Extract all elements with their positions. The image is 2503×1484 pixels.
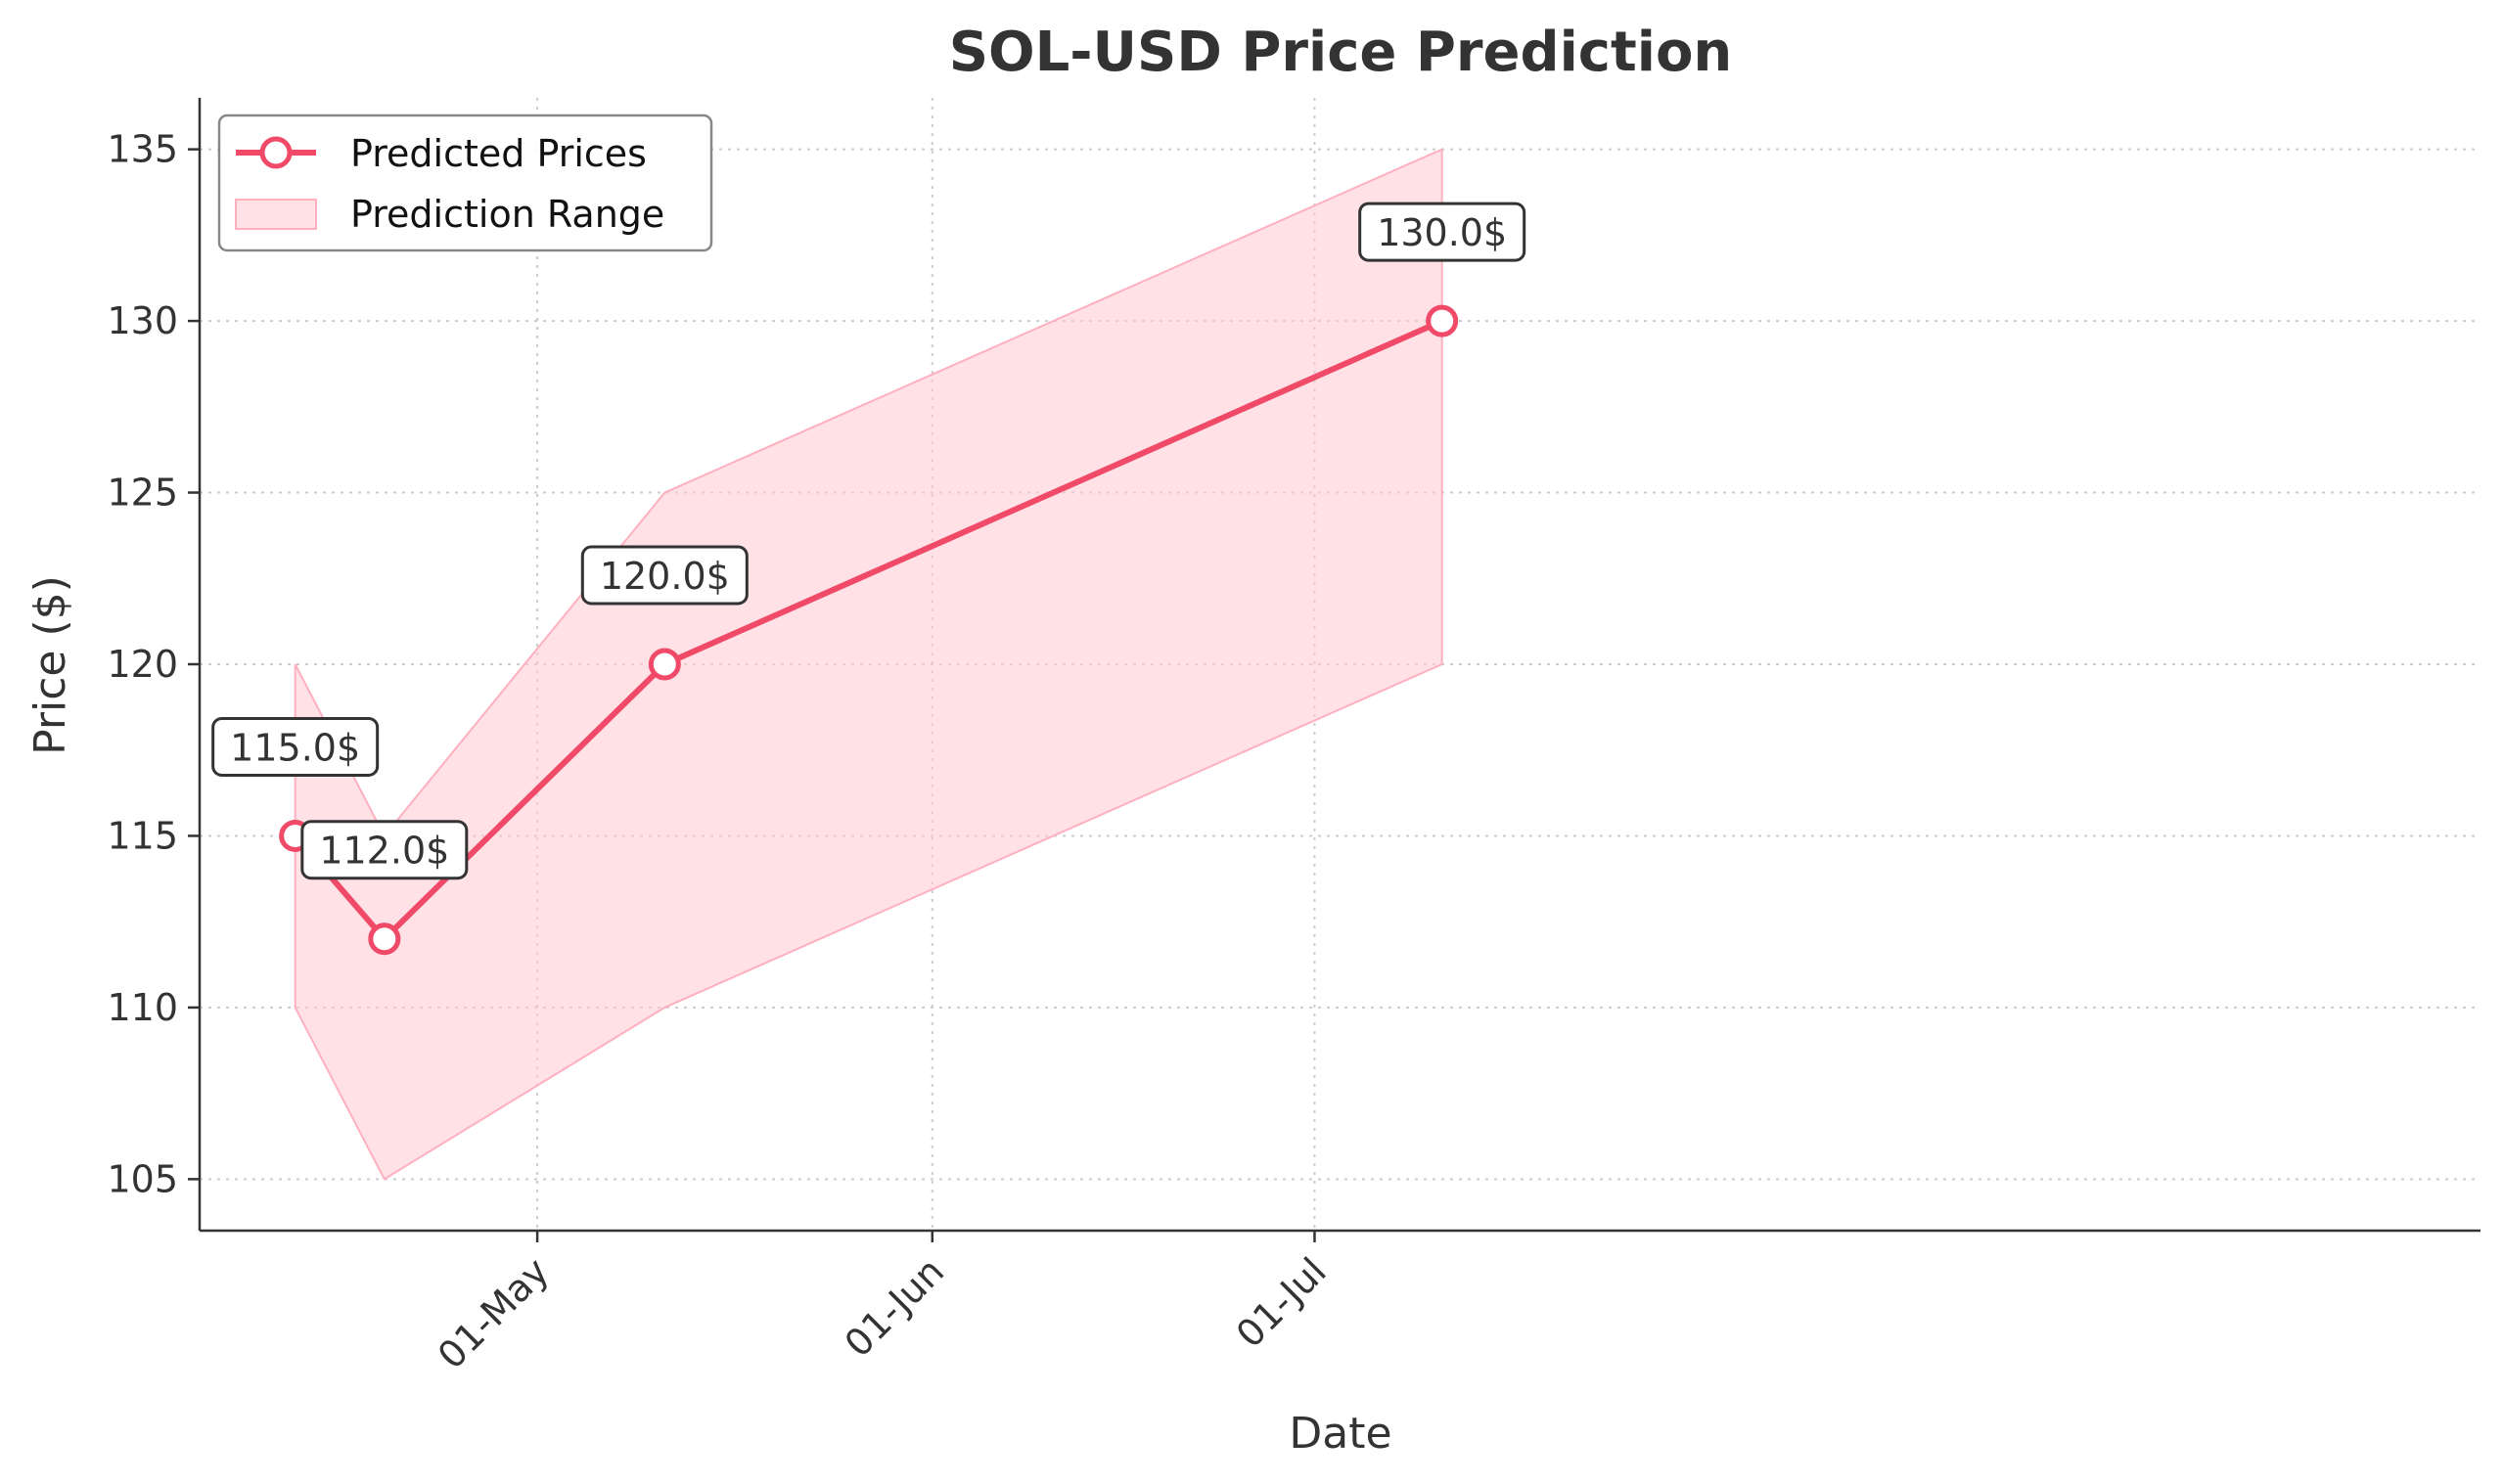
legend-marker-swatch	[259, 136, 293, 169]
data-label-1: 112.0$	[300, 820, 469, 880]
y-tick-label-120: 120	[107, 643, 178, 686]
data-label-text-2: 120.0$	[600, 555, 730, 598]
data-label-text-3: 130.0$	[1377, 211, 1507, 254]
data-label-text-1: 112.0$	[319, 830, 449, 873]
y-axis-label: Price ($)	[25, 575, 75, 755]
y-tick-label-135: 135	[107, 128, 178, 171]
data-label-box-1	[300, 820, 469, 880]
predicted-prices-line	[293, 318, 1443, 942]
chart-title: SOL-USD Price Prediction	[949, 21, 1733, 84]
y-tick-label-125: 125	[107, 472, 178, 515]
data-label-2: 120.0$	[580, 545, 749, 606]
x-axis-label: Date	[1289, 1409, 1391, 1459]
legend-box	[217, 113, 713, 252]
data-label-box-0	[211, 716, 380, 777]
data-point-1	[368, 922, 401, 956]
legend-range-swatch	[235, 199, 317, 230]
y-tick-label-110: 110	[107, 986, 178, 1029]
legend: Predicted Prices Prediction Range	[217, 113, 713, 252]
data-labels: 115.0$ 112.0$ 120.0$ 130.0$	[211, 202, 1526, 880]
y-tick-label-105: 105	[107, 1157, 178, 1200]
data-label-box-2	[580, 545, 749, 606]
y-tick-label-115: 115	[107, 814, 178, 857]
data-point-2	[648, 648, 681, 681]
legend-entry-prediction-range: Prediction Range	[350, 193, 664, 236]
data-label-box-3	[1358, 202, 1526, 262]
data-label-text-0: 115.0$	[230, 726, 360, 769]
prediction-range-area	[294, 148, 1443, 1181]
data-point-3	[1426, 304, 1459, 337]
data-label-0: 115.0$	[211, 716, 380, 777]
data-label-3: 130.0$	[1358, 202, 1526, 262]
legend-entry-predicted-prices: Predicted Prices	[350, 132, 647, 175]
y-ticks: 105 110 115 120 125 130 135	[107, 128, 200, 1200]
y-tick-label-130: 130	[107, 299, 178, 342]
